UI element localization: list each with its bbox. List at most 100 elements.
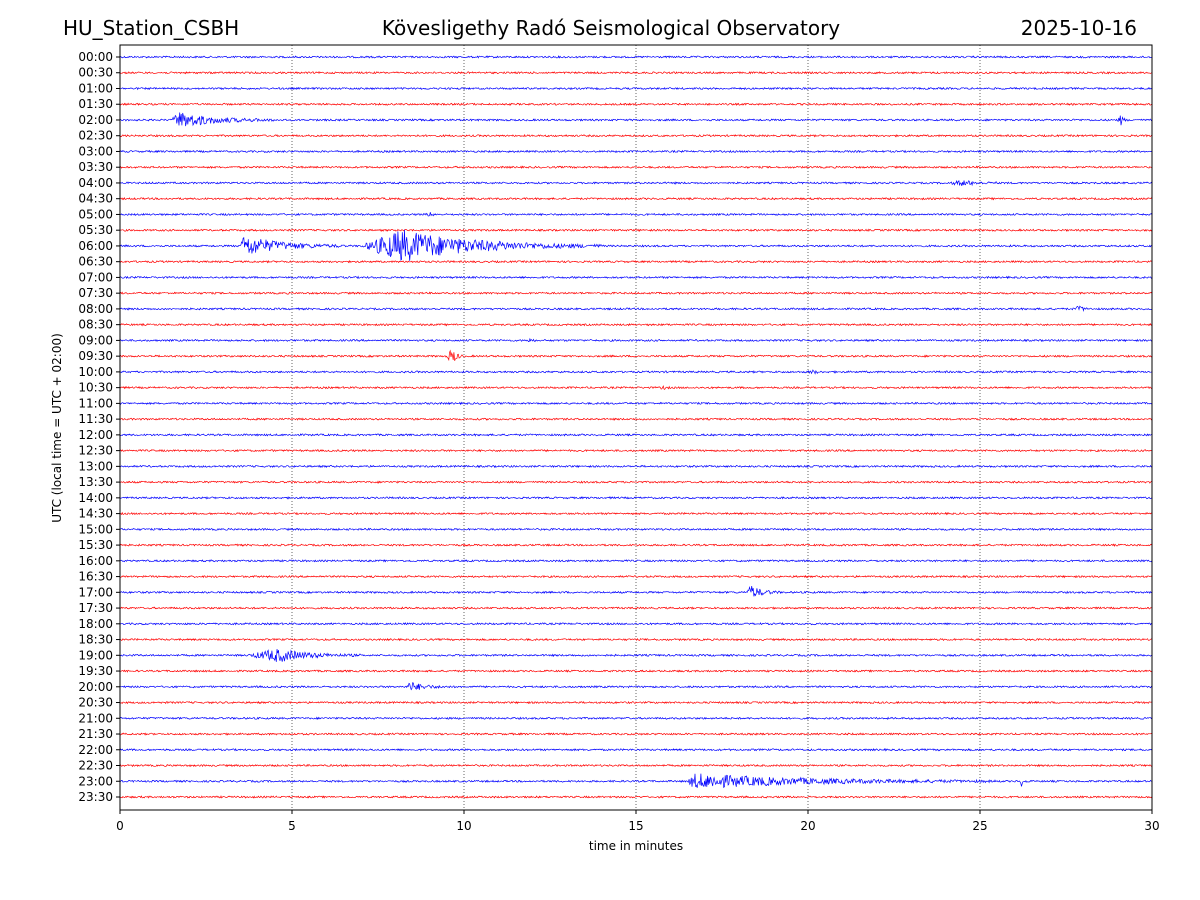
y-tick-label: 11:00 <box>78 396 113 410</box>
trace-0900 <box>119 337 1153 343</box>
trace-1330 <box>119 480 1153 484</box>
y-tick-label: 05:00 <box>78 207 113 221</box>
y-tick-label: 08:30 <box>78 318 113 332</box>
trace-1530 <box>119 543 1153 547</box>
trace-0330 <box>119 165 1153 170</box>
trace-2200 <box>119 748 1153 752</box>
trace-2100 <box>119 716 1153 721</box>
x-tick-label: 30 <box>1144 819 1159 833</box>
y-tick-label: 09:30 <box>78 349 113 363</box>
trace-0300 <box>119 149 1153 154</box>
y-tick-label: 10:30 <box>78 381 113 395</box>
trace-2030 <box>119 700 1153 705</box>
y-tick-label: 15:30 <box>78 538 113 552</box>
trace-0700 <box>119 275 1153 280</box>
trace-0600 <box>119 229 1153 261</box>
trace-0030 <box>119 71 1153 75</box>
y-tick-label: 14:00 <box>78 491 113 505</box>
y-tick-label: 13:30 <box>78 475 113 489</box>
trace-0500 <box>119 212 1153 217</box>
chart-title: Kövesligethy Radó Seismological Observat… <box>381 16 841 40</box>
trace-2230 <box>119 763 1153 768</box>
trace-0400 <box>119 179 1153 187</box>
trace-0830 <box>119 322 1153 327</box>
y-tick-label: 12:30 <box>78 444 113 458</box>
y-tick-label: 22:30 <box>78 759 113 773</box>
y-tick-label: 18:00 <box>78 617 113 631</box>
y-tick-label: 02:30 <box>78 129 113 143</box>
y-tick-label: 10:00 <box>78 365 113 379</box>
trace-2300 <box>119 773 1153 789</box>
trace-1500 <box>119 527 1153 532</box>
trace-2330 <box>119 795 1153 799</box>
y-tick-label: 17:00 <box>78 585 113 599</box>
trace-1830 <box>119 637 1153 642</box>
y-tick-label: 00:00 <box>78 50 113 64</box>
trace-1300 <box>119 464 1153 469</box>
trace-1130 <box>119 417 1153 421</box>
y-tick-label: 15:00 <box>78 522 113 536</box>
y-tick-label: 20:30 <box>78 696 113 710</box>
y-tick-label: 06:00 <box>78 239 113 253</box>
y-tick-label: 17:30 <box>78 601 113 615</box>
y-tick-label: 18:30 <box>78 633 113 647</box>
trace-1600 <box>119 559 1153 563</box>
trace-2130 <box>119 732 1153 736</box>
y-tick-label: 23:30 <box>78 790 113 804</box>
trace-1700 <box>119 585 1153 597</box>
y-tick-label: 19:30 <box>78 664 113 678</box>
y-tick-label: 01:00 <box>78 81 113 95</box>
y-tick-label: 04:30 <box>78 192 113 206</box>
y-tick-label: 03:00 <box>78 144 113 158</box>
y-tick-label: 23:00 <box>78 774 113 788</box>
trace-0000 <box>119 55 1152 59</box>
trace-1630 <box>120 574 1153 579</box>
x-tick-label: 5 <box>288 819 296 833</box>
trace-0730 <box>119 291 1153 295</box>
y-tick-label: 09:00 <box>78 333 113 347</box>
trace-2000 <box>120 682 1153 691</box>
y-tick-label: 16:00 <box>78 554 113 568</box>
station-title: HU_Station_CSBH <box>63 16 240 40</box>
y-tick-label: 05:30 <box>78 223 113 237</box>
y-tick-label: 19:00 <box>78 648 113 662</box>
trace-0200 <box>119 112 1153 127</box>
trace-1400 <box>119 496 1153 500</box>
x-tick-label: 25 <box>972 819 987 833</box>
y-tick-label: 07:30 <box>78 286 113 300</box>
trace-0530 <box>119 228 1153 232</box>
trace-1900 <box>119 649 1153 662</box>
date-title: 2025-10-16 <box>1020 16 1137 40</box>
y-tick-label: 03:30 <box>78 160 113 174</box>
y-axis-label: UTC (local time = UTC + 02:00) <box>50 333 64 523</box>
y-tick-label: 21:00 <box>78 711 113 725</box>
y-tick-label: 14:30 <box>78 507 113 521</box>
y-tick-label: 16:30 <box>78 570 113 584</box>
y-tick-label: 12:00 <box>78 428 113 442</box>
y-tick-label: 20:00 <box>78 680 113 694</box>
x-tick-label: 0 <box>116 819 124 833</box>
y-tick-label: 11:30 <box>78 412 113 426</box>
trace-1100 <box>119 401 1153 406</box>
trace-1730 <box>119 606 1153 610</box>
y-tick-label: 02:00 <box>78 113 113 127</box>
y-tick-label: 22:00 <box>78 743 113 757</box>
trace-0130 <box>119 102 1153 106</box>
trace-1030 <box>119 385 1153 390</box>
trace-0100 <box>119 86 1153 91</box>
y-tick-label: 06:30 <box>78 255 113 269</box>
trace-0230 <box>119 133 1153 138</box>
trace-1800 <box>119 621 1153 626</box>
trace-1200 <box>119 433 1153 437</box>
trace-0930 <box>119 349 1153 362</box>
trace-0800 <box>119 305 1153 312</box>
y-tick-label: 04:00 <box>78 176 113 190</box>
y-tick-label: 00:30 <box>78 66 113 80</box>
x-tick-label: 20 <box>800 819 815 833</box>
x-tick-label: 10 <box>456 819 471 833</box>
x-tick-label: 15 <box>628 819 643 833</box>
trace-0430 <box>119 196 1153 201</box>
trace-0630 <box>119 259 1153 264</box>
trace-1930 <box>119 669 1153 673</box>
